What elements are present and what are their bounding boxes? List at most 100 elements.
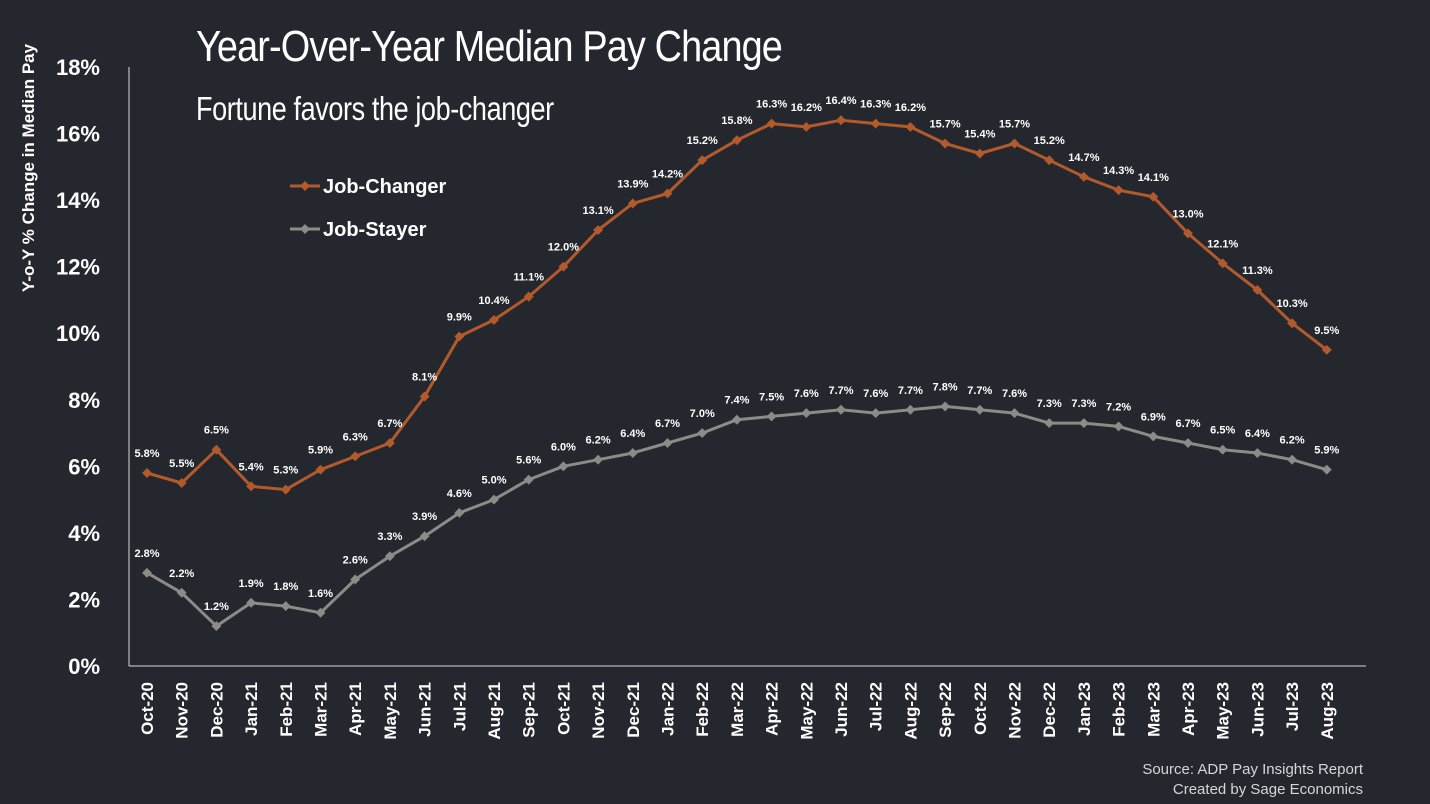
x-tick-label: Oct-20 bbox=[138, 682, 157, 735]
data-label: 10.3% bbox=[1276, 298, 1307, 310]
data-label: 9.9% bbox=[447, 312, 472, 324]
x-tick-label: Apr-23 bbox=[1179, 682, 1198, 736]
data-label: 1.6% bbox=[308, 588, 333, 600]
x-tick-label: Feb-21 bbox=[277, 682, 296, 737]
source-note: Source: ADP Pay Insights Report bbox=[1142, 761, 1363, 778]
x-tick-label: Sep-22 bbox=[936, 682, 955, 738]
data-point bbox=[627, 448, 638, 458]
data-point bbox=[801, 408, 812, 419]
x-tick-label: Nov-22 bbox=[1006, 682, 1025, 739]
x-tick-label: Mar-23 bbox=[1144, 682, 1163, 737]
data-label: 16.4% bbox=[825, 95, 856, 107]
data-label: 3.9% bbox=[412, 511, 437, 523]
data-label: 6.2% bbox=[1280, 435, 1305, 447]
data-label: 7.7% bbox=[828, 385, 853, 397]
data-label: 7.7% bbox=[898, 385, 923, 397]
chart-title: Year-Over-Year Median Pay Change bbox=[196, 22, 783, 71]
data-label: 13.9% bbox=[617, 178, 648, 190]
y-tick-label: 6% bbox=[68, 454, 100, 479]
data-point bbox=[384, 551, 395, 562]
data-label: 7.6% bbox=[794, 388, 819, 400]
series-layer: 5.8% 5.5% 6.5% 5.4% 5.3% 5.9% 6.3% 6.7% 8.1% 9.9%… bbox=[134, 95, 1340, 632]
data-label: 2.2% bbox=[169, 568, 194, 580]
x-tick-label: Jul-22 bbox=[867, 682, 886, 731]
data-point bbox=[454, 507, 465, 518]
x-tick-label: Oct-21 bbox=[554, 682, 573, 735]
data-label: 15.2% bbox=[1034, 135, 1065, 147]
data-label: 3.3% bbox=[377, 531, 402, 543]
x-tick-label: Aug-22 bbox=[901, 682, 920, 740]
data-label: 6.4% bbox=[1245, 428, 1270, 440]
data-label: 7.3% bbox=[1071, 398, 1096, 410]
data-point bbox=[1113, 421, 1124, 432]
x-tick-label: Dec-20 bbox=[207, 682, 226, 738]
data-label: 2.8% bbox=[134, 548, 159, 560]
data-label: 7.2% bbox=[1106, 401, 1131, 413]
data-point bbox=[454, 331, 465, 342]
y-tick-label: 14% bbox=[56, 188, 100, 213]
data-label: 16.2% bbox=[791, 102, 822, 114]
data-label: 7.6% bbox=[863, 388, 888, 400]
data-point bbox=[176, 587, 187, 598]
x-tick-label: Jun-23 bbox=[1248, 682, 1267, 737]
data-label: 6.5% bbox=[1210, 425, 1235, 437]
data-label: 7.8% bbox=[933, 381, 958, 393]
x-tick-label: Jun-22 bbox=[832, 682, 851, 737]
data-label: 6.5% bbox=[204, 425, 229, 437]
data-point bbox=[697, 428, 708, 439]
data-label: 14.1% bbox=[1138, 172, 1169, 184]
data-label: 6.7% bbox=[655, 418, 680, 430]
data-label: 5.5% bbox=[169, 458, 194, 470]
legend-label: Job-Stayer bbox=[323, 219, 427, 241]
data-label: 2.6% bbox=[343, 554, 368, 566]
data-label: 14.2% bbox=[652, 168, 683, 180]
data-point bbox=[1044, 155, 1055, 166]
data-label: 9.5% bbox=[1314, 325, 1339, 337]
data-point bbox=[662, 188, 673, 199]
data-point bbox=[211, 621, 222, 632]
data-point bbox=[489, 494, 499, 505]
data-point bbox=[1148, 191, 1159, 202]
data-label: 13.1% bbox=[582, 205, 613, 217]
x-tick-labels: Oct-20 Nov-20 Dec-20 Jan-21 Feb-21 Mar-21 Apr-… bbox=[138, 682, 1337, 740]
series-job-changer: 5.8% 5.5% 6.5% 5.4% 5.3% 5.9% 6.3% 6.7% 8.1% 9.9%… bbox=[134, 95, 1340, 495]
x-tick-label: Oct-22 bbox=[971, 682, 990, 735]
data-point bbox=[766, 411, 777, 422]
legend-marker bbox=[300, 181, 310, 191]
x-tick-label: Aug-23 bbox=[1318, 682, 1337, 740]
y-tick-label: 8% bbox=[68, 388, 100, 413]
data-point bbox=[1078, 171, 1089, 182]
y-tick-label: 0% bbox=[68, 654, 100, 679]
data-point bbox=[1183, 228, 1193, 239]
y-tick-label: 16% bbox=[56, 122, 100, 147]
data-point bbox=[350, 574, 361, 585]
x-tick-label: Dec-22 bbox=[1040, 682, 1059, 738]
data-label: 4.6% bbox=[447, 488, 472, 500]
data-point bbox=[974, 148, 985, 159]
legend-label: Job-Changer bbox=[323, 176, 447, 198]
data-label: 7.3% bbox=[1037, 398, 1062, 410]
data-point bbox=[142, 468, 152, 478]
data-point bbox=[489, 314, 499, 325]
data-label: 7.7% bbox=[967, 385, 992, 397]
legend-item: Job-Changer bbox=[290, 176, 447, 198]
data-label: 10.4% bbox=[478, 295, 509, 307]
data-point bbox=[350, 451, 361, 462]
data-label: 11.1% bbox=[513, 272, 544, 284]
data-label: 7.5% bbox=[759, 391, 784, 403]
data-point bbox=[593, 225, 604, 236]
data-label: 16.2% bbox=[895, 102, 926, 114]
axes bbox=[128, 67, 1366, 667]
data-point bbox=[1148, 431, 1159, 442]
data-point bbox=[315, 464, 326, 475]
data-label: 5.4% bbox=[239, 461, 264, 473]
x-tick-label: May-22 bbox=[797, 682, 816, 740]
data-label: 6.7% bbox=[1175, 418, 1200, 430]
data-label: 6.7% bbox=[377, 418, 402, 430]
legend: Job-Changer Job-Stayer bbox=[290, 176, 447, 241]
legend-item: Job-Stayer bbox=[290, 219, 427, 241]
data-label: 5.3% bbox=[273, 465, 298, 477]
data-label: 14.7% bbox=[1068, 152, 1099, 164]
data-label: 12.0% bbox=[548, 242, 579, 254]
y-tick-label: 12% bbox=[56, 255, 100, 280]
